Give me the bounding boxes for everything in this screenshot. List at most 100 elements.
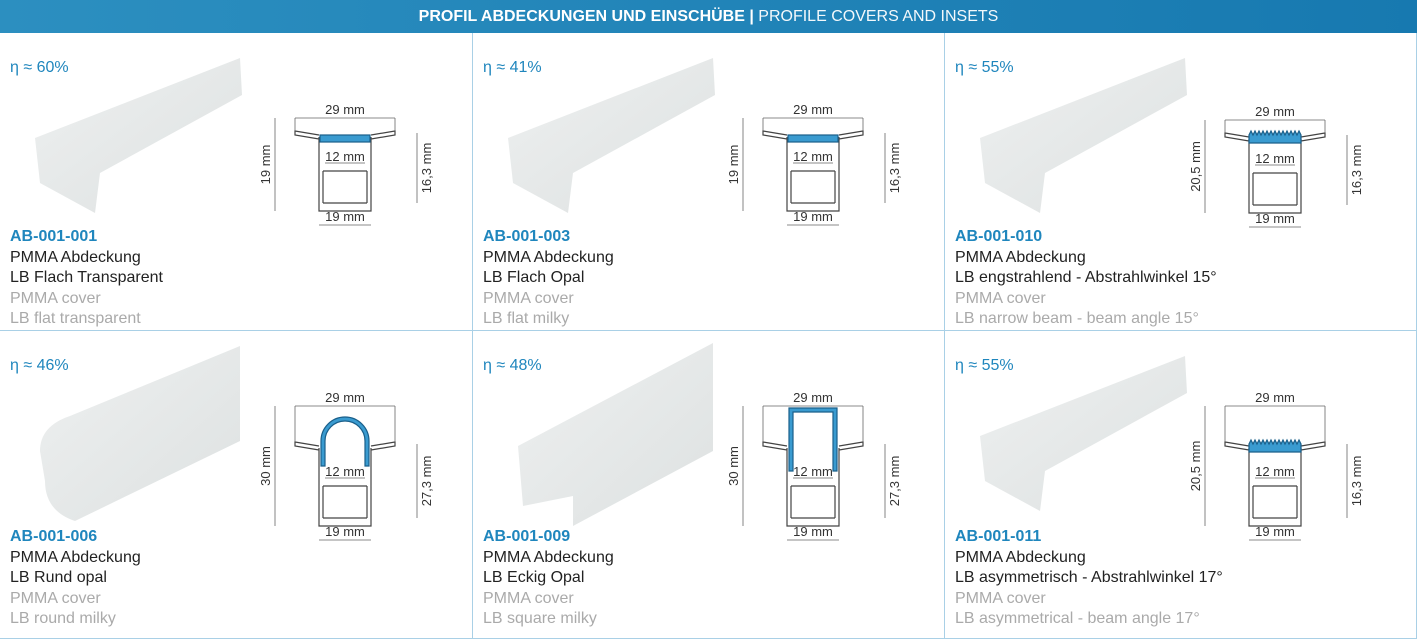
efficiency: η ≈ 60% (10, 59, 69, 76)
dim-left: 20,5 mm (1188, 441, 1203, 492)
name-en: LB narrow beam - beam angle 15° (955, 310, 1199, 327)
dim-top: 29 mm (1255, 104, 1295, 119)
product-image (980, 58, 1187, 213)
product-graphics: 29 mm 19 mm 12 mm 20,5 mm 16,3 mm (980, 58, 1364, 228)
dimension-lines (1204, 405, 1348, 541)
diagram (1224, 132, 1326, 214)
dim-left: 20,5 mm (1188, 141, 1203, 192)
dim-left: 30 mm (726, 446, 741, 486)
dimension-lines (742, 405, 886, 541)
product-image (518, 343, 713, 526)
efficiency: η ≈ 55% (955, 357, 1014, 374)
diagram (762, 441, 864, 527)
dim-bottom: 19 mm (793, 524, 833, 539)
dim-bottom: 19 mm (1255, 211, 1295, 226)
diagram (762, 130, 864, 212)
diagram (294, 130, 396, 212)
dim-left: 30 mm (258, 446, 273, 486)
profile (762, 130, 864, 212)
dim-inner: 12 mm (793, 149, 833, 164)
name-en: LB round milky (10, 610, 116, 627)
diagram (294, 441, 396, 527)
header-title-bold: PROFIL ABDECKUNGEN UND EINSCHÜBE | (418, 8, 754, 25)
product-code: AB-001-011 (955, 528, 1042, 545)
cover (1248, 129, 1302, 144)
dim-right: 16,3 mm (1349, 456, 1364, 507)
dimension-lines (1204, 119, 1348, 228)
product-graphics: 29 mm 19 mm 12 mm 20,5 mm 16,3 mm (980, 356, 1364, 541)
cover (787, 134, 839, 143)
name-de: LB engstrahlend - Abstrahlwinkel 15° (955, 269, 1217, 286)
product-image (40, 346, 240, 521)
name-de: PMMA Abdeckung (955, 248, 1086, 266)
product-code: AB-001-003 (483, 228, 571, 245)
product-code: AB-001-006 (10, 528, 98, 545)
name-en: PMMA cover (483, 589, 574, 607)
dim-right: 16,3 mm (419, 143, 434, 194)
cover (788, 407, 838, 472)
dim-top: 29 mm (325, 102, 365, 117)
dim-top: 29 mm (793, 102, 833, 117)
name-de: LB Rund opal (10, 569, 107, 586)
product-image (980, 356, 1187, 511)
product-graphics: 29 mm 19 mm 12 mm 30 mm 27,3 mm (518, 343, 902, 541)
product-image (35, 58, 242, 213)
dim-left: 19 mm (258, 145, 273, 185)
dimension-lines (274, 117, 418, 226)
profile (294, 130, 396, 212)
product-image (508, 58, 715, 213)
name-en: LB flat transparent (10, 310, 141, 327)
profile (1224, 132, 1326, 214)
name-de: LB Flach Transparent (10, 269, 163, 286)
profile (1224, 441, 1326, 527)
name-en: LB flat milky (483, 310, 570, 327)
dim-bottom: 19 mm (1255, 524, 1295, 539)
name-en: LB asymmetrical - beam angle 17° (955, 610, 1200, 627)
product-graphics: 29 mm 19 mm 12 mm 30 mm 27,3 mm (40, 346, 434, 541)
name-de: PMMA Abdeckung (483, 548, 614, 566)
diagram (1224, 441, 1326, 527)
dim-bottom: 19 mm (325, 209, 365, 224)
name-en: LB square milky (483, 610, 597, 627)
product-cell: 29 mm 19 mm 12 mm 19 mm 16,3 mm η ≈ 41% AB-001… (473, 33, 945, 331)
name-en: PMMA cover (955, 589, 1046, 607)
product-cell: 29 mm 19 mm 12 mm 19 mm 16,3 mm η ≈ 60% AB-001… (0, 33, 473, 331)
product-graphics: 29 mm 19 mm 12 mm 19 mm 16,3 mm (508, 58, 902, 226)
efficiency: η ≈ 48% (483, 357, 542, 374)
dim-left: 19 mm (726, 145, 741, 185)
product-code: AB-001-009 (483, 528, 571, 545)
dim-right: 27,3 mm (887, 456, 902, 507)
dimension-lines (274, 405, 418, 541)
efficiency: η ≈ 55% (955, 59, 1014, 76)
cover (319, 134, 371, 143)
dim-right: 16,3 mm (887, 143, 902, 194)
name-de: PMMA Abdeckung (955, 548, 1086, 566)
profile (762, 441, 864, 527)
profile (294, 441, 396, 527)
name-de: LB Flach Opal (483, 269, 585, 286)
dim-inner: 12 mm (1255, 464, 1295, 479)
product-code: AB-001-001 (10, 228, 98, 245)
name-de: PMMA Abdeckung (10, 548, 141, 566)
name-de: PMMA Abdeckung (483, 248, 614, 266)
name-de: PMMA Abdeckung (10, 248, 141, 266)
dim-top: 29 mm (325, 390, 365, 405)
product-graphics: 29 mm 19 mm 12 mm 19 mm 16,3 mm (35, 58, 434, 226)
dim-right: 27,3 mm (419, 456, 434, 507)
product-cell: 29 mm 19 mm 12 mm 30 mm 27,3 mm η ≈ 46% AB-001… (0, 331, 473, 639)
dim-inner: 12 mm (1255, 151, 1295, 166)
product-code: AB-001-010 (955, 228, 1043, 245)
name-en: PMMA cover (955, 289, 1046, 307)
dim-bottom: 19 mm (793, 209, 833, 224)
header-title-light: PROFILE COVERS AND INSETS (758, 8, 999, 25)
dim-bottom: 19 mm (325, 524, 365, 539)
efficiency: η ≈ 46% (10, 357, 69, 374)
dim-inner: 12 mm (793, 464, 833, 479)
cover (320, 416, 370, 467)
header: PROFIL ABDECKUNGEN UND EINSCHÜBE | PROFI… (0, 0, 1417, 33)
dim-right: 16,3 mm (1349, 145, 1364, 196)
name-en: PMMA cover (483, 289, 574, 307)
name-en: PMMA cover (10, 589, 101, 607)
dimension-lines (742, 117, 886, 226)
